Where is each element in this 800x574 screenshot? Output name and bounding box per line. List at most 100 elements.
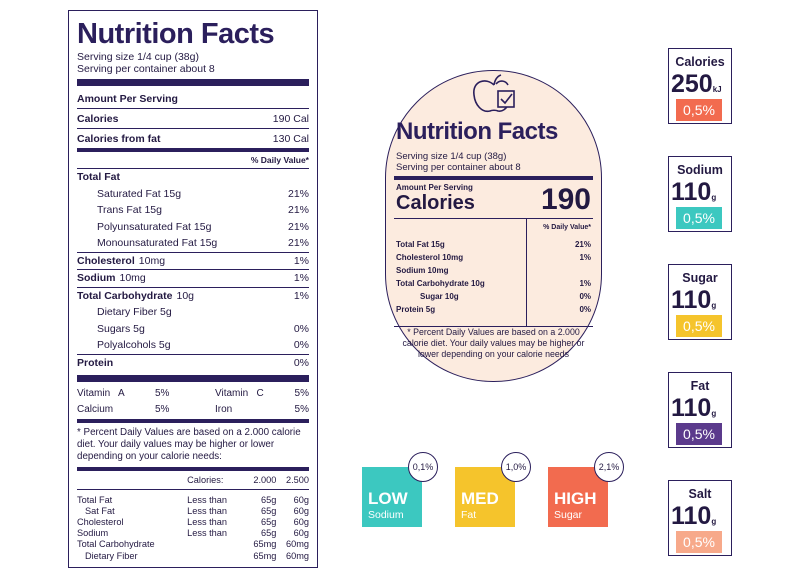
tag-unit: g [711,301,717,310]
vitamin-cell: Calcium [77,403,114,415]
tag-value: 110g [671,179,716,211]
reference-row: Sat Fat Less than 65g 60g [77,505,309,516]
nutrient-dv: 21% [287,204,309,217]
tag-value: 110g [671,503,716,535]
oval-row-dv: 1% [579,253,591,262]
badge-level: MED [461,489,499,508]
reference-a: 65g [260,528,277,539]
calories-fat-label: Calories from fat [77,132,161,145]
level-badge: HIGH Sugar 2,1% [548,452,624,527]
tag-unit: g [711,517,717,526]
tag-number: 110 [671,502,712,530]
nutrient-dv: 0% [293,322,309,335]
oval-serving-size: Serving size 1/4 cup (38g) [396,151,507,162]
oval-row: Protein 5g 0% [396,303,591,316]
oval-row: Sodium 10mg [396,264,591,277]
badge-percent: 1,0% [501,452,531,482]
reference-limit: Less than [187,528,228,539]
tag-number: 110 [671,178,712,206]
reference-name: Cholesterol [77,516,124,527]
oval-dv-header: % Daily Value* [543,224,591,231]
oval-row-dv: 0% [579,305,591,314]
reference-row: Cholesterol Less than 65g 60g [77,516,309,527]
vitamin-cell: 5% [294,387,309,399]
reference-limit: Less than [187,516,228,527]
nutrient-dv: 1% [293,272,309,285]
nutrient-tag: Calories 250kJ 0,5% [668,48,732,124]
tag-name: Sugar [682,271,718,285]
oval-row-dv: 1% [579,279,591,288]
nutrient-row: Protein 0% [77,353,309,372]
divider [77,467,309,471]
nutrient-name: Protein [77,356,114,369]
nutrient-row: Sugars 5g 0% [77,321,309,338]
nutrient-dv: 21% [287,220,309,233]
nutrient-amount: 10g [176,289,195,302]
nutrient-name: Total Fat [77,171,120,184]
reference-col: 2.000 [243,471,277,490]
reference-name: Dietary Fiber [85,550,138,561]
tag-percent: 0,5% [676,315,722,337]
tag-name: Calories [675,55,725,69]
reference-table: Calories: 2.000 2.500 Total Fat Less than 65g… [77,471,309,561]
reference-row: Sodium Less than 65g 60g [77,528,309,539]
badge-nutrient: Sodium [368,509,404,521]
divider [526,218,527,326]
oval-title: Nutrition Facts [396,118,558,145]
nutrient-name: Cholesterol [77,254,135,267]
oval-amount-header: Amount Per Serving [396,183,473,192]
nutrient-name: Polyalcohols 5g [97,339,171,352]
tag-value: 250kJ [671,71,722,103]
vitamin-row: Vitamin A 5% Vitamin C 5% [77,385,309,401]
reference-b: 60g [293,494,309,505]
badge-level: HIGH [554,489,597,508]
oval-row-name: Protein 5g [396,305,436,314]
dv-header: % Daily Value* [77,152,309,169]
badge-level: LOW [368,489,408,508]
nutrient-row: Dietary Fiber 5g [77,304,309,321]
reference-limit: Less than [187,505,228,516]
reference-limit [187,550,244,561]
nutrient-amount: 10mg [138,254,166,267]
nutrient-tag: Sodium 110g 0,5% [668,156,732,232]
nutrient-name: Total Carbohydrate [77,289,173,302]
reference-b: 60g [293,528,309,539]
nutrient-name: Monounsaturated Fat 15g [97,237,218,250]
badge-percent: 0,1% [408,452,438,482]
reference-a: 65g [260,494,277,505]
reference-row: Dietary Fiber 65mg 60mg [77,550,309,561]
nutrient-name: Trans Fat 15g [97,204,162,217]
calories-row: Calories 190 Cal [77,109,309,129]
nutrient-name: Dietary Fiber 5g [97,306,172,319]
tag-unit: g [711,193,717,202]
nutrition-label: Nutrition Facts Serving size 1/4 cup (38… [68,10,318,568]
tag-unit: g [711,409,717,418]
calories-label: Calories [77,112,119,125]
badge-nutrient: Fat [461,509,477,521]
divider [77,148,309,152]
oval-footnote: * Percent Daily Values are based on a 2.… [402,327,585,359]
tag-unit: kJ [712,85,722,94]
calories-fat-row: Calories from fat 130 Cal [77,129,309,148]
tag-number: 250 [671,70,713,98]
divider [394,218,593,219]
oval-calories-label: Calories [396,192,475,214]
nutrient-dv: 1% [293,289,309,302]
oval-facts-box: Amount Per Serving Calories 190 % Daily … [394,176,593,327]
reference-name: Total Fat [77,494,113,505]
serving-size: Serving size 1/4 cup (38g) [77,51,199,63]
vitamin-list: Vitamin A 5% Vitamin C 5% Calcium 5% Iron 5% [77,385,309,417]
nutrient-row: Trans Fat 15g 21% [77,202,309,219]
calories-fat-value: 130 Cal [272,132,309,145]
oval-row: Total Fat 15g 21% [396,238,591,251]
oval-row: Total Carbohydrate 10g 1% [396,277,591,290]
oval-row: Cholesterol 10mg 1% [396,251,591,264]
nutrient-row: Cholesterol 10mg 1% [77,251,309,270]
tag-value: 110g [671,287,716,319]
tag-name: Salt [688,487,712,501]
tag-percent: 0,5% [676,531,722,553]
vitamin-cell: Vitamin C [215,387,264,399]
tag-value: 110g [671,395,716,427]
oval-row-name: Sodium 10mg [396,266,449,275]
nutrient-row: Saturated Fat 15g 21% [77,186,309,203]
